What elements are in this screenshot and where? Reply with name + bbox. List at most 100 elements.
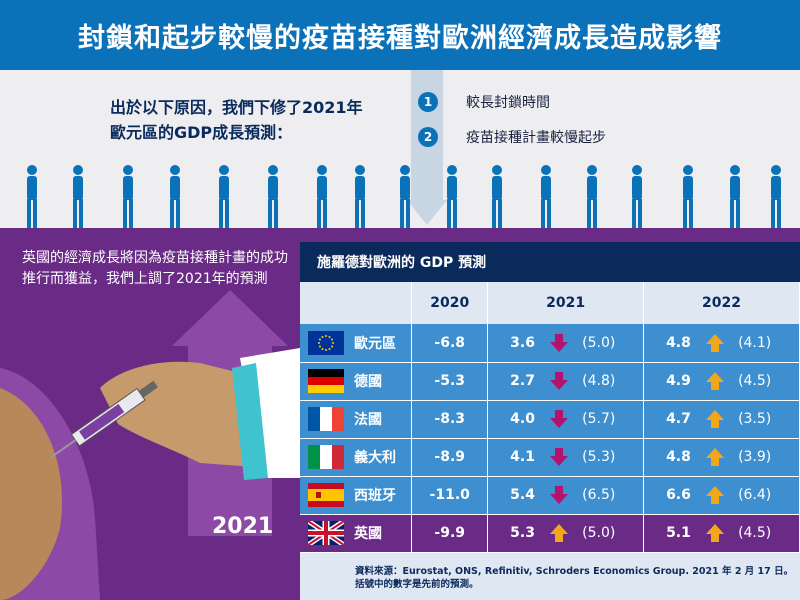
value-2022: 4.7: [666, 411, 691, 427]
previous-2021: (6.5): [582, 487, 616, 503]
germany-flag-icon: [308, 369, 344, 393]
country-cell: 英國: [300, 514, 413, 553]
value-2022: 6.6: [666, 487, 691, 503]
person-silhouette: [541, 165, 551, 228]
country-name: 法國: [354, 412, 382, 428]
table-title: 施羅德對歐洲的 GDP 預測: [300, 242, 800, 282]
source-note: 資料來源：Eurostat, ONS, Refinitiv, Schroders…: [355, 565, 793, 591]
person-silhouette: [170, 165, 180, 228]
header-country: [300, 282, 413, 324]
person-silhouette: [587, 165, 597, 228]
cell-2021: 3.6 (5.0): [487, 324, 645, 363]
previous-2022: (4.5): [738, 373, 772, 389]
table-row: 法國 -8.3 4.0 (5.7) 4.7 (3.5): [300, 400, 800, 439]
person-silhouette: [683, 165, 693, 228]
down-arrow-icon: [540, 447, 578, 467]
table-row: 德國 -5.3 2.7 (4.8) 4.9 (4.5): [300, 362, 800, 401]
source-footnote: 括號中的數字是先前的預測。: [355, 579, 479, 590]
previous-2021: (5.3): [582, 449, 616, 465]
cell-2022: 4.9 (4.5): [643, 362, 800, 401]
previous-2022: (6.4): [738, 487, 772, 503]
value-2020: -6.8: [411, 324, 489, 363]
previous-2022: (4.5): [738, 525, 772, 541]
cell-2021: 5.3 (5.0): [487, 514, 645, 553]
person-silhouette: [771, 165, 781, 228]
person-silhouette: [355, 165, 365, 228]
header-2022: 2022: [643, 282, 800, 324]
person-silhouette: [219, 165, 229, 228]
country-name: 義大利: [354, 450, 396, 466]
header-2021: 2021: [487, 282, 645, 324]
eu-flag-icon: [308, 330, 344, 355]
previous-2021: (5.7): [582, 411, 616, 427]
up-arrow-icon: [696, 333, 734, 353]
reason-text: 疫苗接種計畫較慢起步: [466, 130, 606, 146]
up-arrow-icon: [696, 485, 734, 505]
value-2020: -11.0: [411, 476, 489, 515]
person-silhouette: [317, 165, 327, 228]
value-2020: -9.9: [411, 514, 489, 553]
vaccine-injection-illustration: [0, 290, 300, 600]
value-2021: 4.0: [510, 411, 535, 427]
up-arrow-icon: [540, 523, 578, 543]
page-title: 封鎖和起步較慢的疫苗接種對歐洲經濟成長造成影響: [0, 0, 800, 70]
person-silhouette: [632, 165, 642, 228]
table-row: 歐元區 -6.8 3.6 (5.0) 4.8 (4.1): [300, 324, 800, 363]
up-arrow-icon: [696, 523, 734, 543]
previous-2021: (4.8): [582, 373, 616, 389]
previous-2021: (5.0): [582, 334, 616, 351]
value-2021: 5.3: [510, 525, 535, 541]
person-silhouette: [73, 165, 83, 228]
intro-line-1: 出於以下原因，我們下修了2021年: [110, 98, 363, 117]
intro-text: 出於以下原因，我們下修了2021年 歐元區的GDP成長預測：: [110, 95, 363, 145]
gdp-table-panel: 施羅德對歐洲的 GDP 預測 2020 2021 2022 歐元區 -6.8 3…: [300, 242, 800, 600]
spain-flag-icon: [308, 483, 344, 507]
person-silhouette: [400, 165, 410, 228]
country-name: 英國: [354, 526, 382, 542]
table-row: 義大利 -8.9 4.1 (5.3) 4.8 (3.9): [300, 438, 800, 477]
cell-2022: 6.6 (6.4): [643, 476, 800, 515]
uk-note: 英國的經濟成長將因為疫苗接種計畫的成功推行而獲益，我們上調了2021年的預測: [22, 250, 288, 287]
reason-1: 1 較長封鎖時間: [418, 92, 550, 112]
value-2021: 5.4: [510, 487, 535, 503]
cell-2022: 5.1 (4.5): [643, 514, 800, 553]
previous-2021: (5.0): [582, 525, 616, 541]
cell-2022: 4.7 (3.5): [643, 400, 800, 439]
intro-line-2: 歐元區的GDP成長預測：: [110, 123, 293, 142]
person-silhouette: [447, 165, 457, 228]
italy-flag-icon: [308, 445, 344, 469]
person-silhouette: [492, 165, 502, 228]
value-2021: 4.1: [510, 449, 535, 465]
down-arrow-icon: [540, 409, 578, 429]
reason-text: 較長封鎖時間: [466, 95, 550, 111]
queue-of-people-illustration: [27, 165, 781, 228]
person-silhouette: [730, 165, 740, 228]
down-arrow-icon: [540, 485, 578, 505]
reason-2: 2 疫苗接種計畫較慢起步: [418, 127, 606, 147]
source-line: 資料來源：Eurostat, ONS, Refinitiv, Schroders…: [355, 566, 794, 577]
reason-number: 1: [418, 92, 438, 112]
person-silhouette: [27, 165, 37, 228]
previous-2022: (3.9): [738, 449, 772, 465]
country-name: 西班牙: [354, 488, 396, 504]
cell-2021: 4.1 (5.3): [487, 438, 645, 477]
header-2020: 2020: [411, 282, 489, 324]
up-arrow-icon: [696, 447, 734, 467]
value-2020: -8.3: [411, 400, 489, 439]
value-2020: -8.9: [411, 438, 489, 477]
value-2022: 5.1: [666, 525, 691, 541]
cell-2022: 4.8 (3.9): [643, 438, 800, 477]
country-cell: 西班牙: [300, 476, 413, 515]
arrow-year-label: 2021: [212, 514, 274, 539]
previous-2022: (3.5): [738, 411, 772, 427]
country-name: 德國: [354, 374, 382, 390]
reason-number: 2: [418, 127, 438, 147]
value-2020: -5.3: [411, 362, 489, 401]
cell-2021: 4.0 (5.7): [487, 400, 645, 439]
up-arrow-icon: [696, 409, 734, 429]
country-name: 歐元區: [354, 335, 396, 352]
down-arrow-icon: [540, 371, 578, 391]
up-arrow-icon: [696, 371, 734, 391]
value-2022: 4.8: [666, 334, 691, 351]
down-arrow-graphic: [407, 70, 447, 225]
